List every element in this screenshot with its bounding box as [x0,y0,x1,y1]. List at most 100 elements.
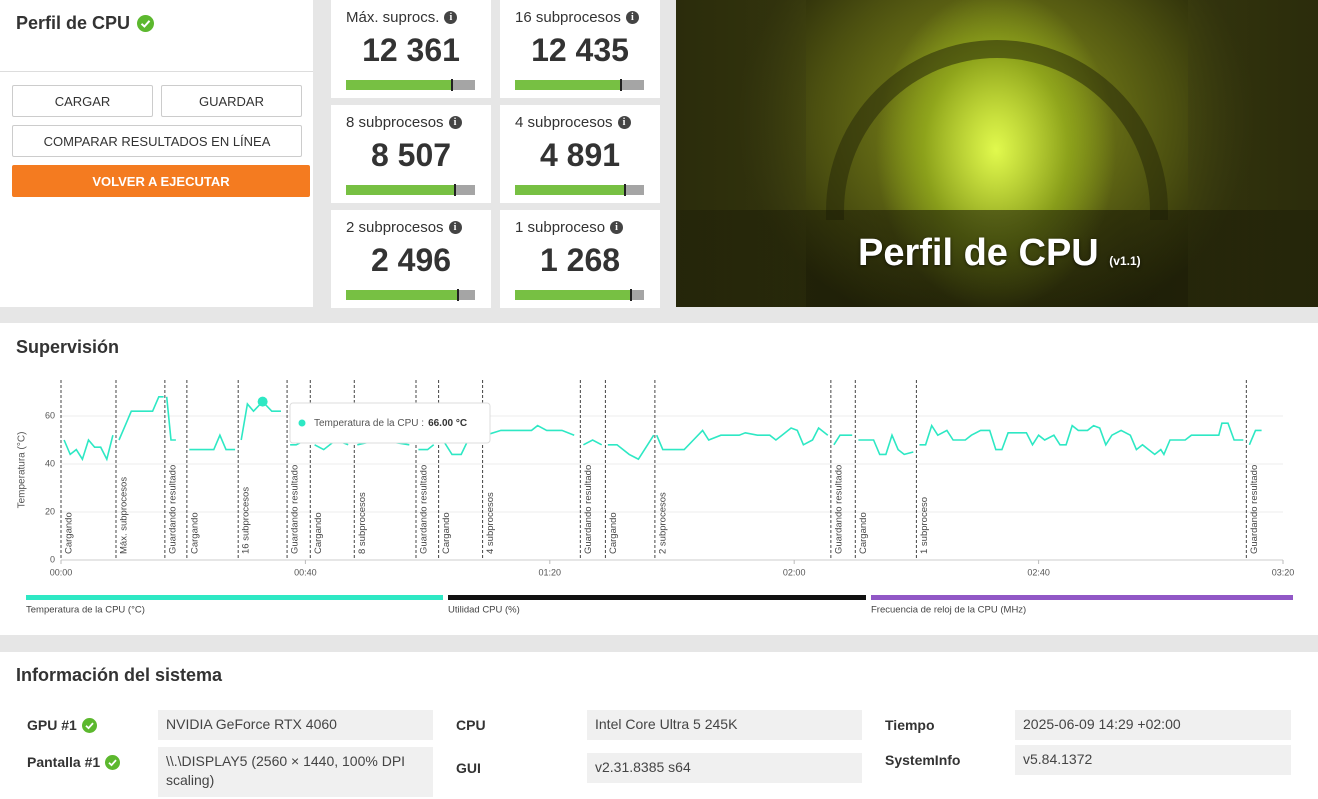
score-label-text: 2 subprocesos [346,219,444,236]
score-label-text: 1 subproceso [515,219,606,236]
panel-title: Perfil de CPU [16,13,131,33]
score-label: 1 subproceso i [515,219,624,236]
hover-point [257,396,268,407]
event-label: Cargando [313,512,324,554]
score-card: 8 subprocesos i 8 507 [331,105,491,203]
score-label: 8 subprocesos i [346,114,462,131]
hero-title-row: Perfil de CPU (v1.1) [858,232,1141,275]
x-tick-label: 03:20 [1272,567,1295,577]
event-label: Guardando resultado [833,465,844,554]
info-label: CPU [456,717,486,733]
score-value: 12 361 [362,32,460,68]
info-icon[interactable]: i [610,221,624,234]
compare-button[interactable]: COMPARAR RESULTADOS EN LÍNEA [12,125,302,157]
score-label: Máx. suprocs. i [346,9,458,26]
hero-version: (v1.1) [1109,254,1141,268]
score-label-text: Máx. suprocs. [346,9,440,26]
event-label: 16 subprocesos [241,487,252,554]
event-label: Cargando [858,512,869,554]
event-label: Máx. subprocesos [119,477,130,554]
score-value: 12 435 [531,32,629,68]
cpu-panel: Perfil de CPU CARGAR GUARDAR COMPARAR RE… [0,0,313,307]
info-value: v5.84.1372 [1015,745,1291,775]
series-line [63,396,1262,462]
score-bar [515,184,644,196]
check-icon [81,717,97,733]
info-value: v2.31.8385 s64 [587,753,862,783]
monitoring-panel: Supervisión Temperatura (°C) 0 20 40 60 00:0… [0,323,1318,635]
score-bar [346,184,475,196]
y-tick-label: 0 [50,554,55,564]
y-tick-label: 40 [45,458,55,468]
event-label: 8 subprocesos [357,492,368,554]
info-label: GUI [456,760,481,776]
legend-swatch [448,595,866,600]
x-tick-label: 02:40 [1027,567,1050,577]
tooltip-text: Temperatura de la CPU : 66.00 °C [314,418,467,429]
score-bar [346,79,475,91]
info-label: GPU #1 [27,717,97,733]
score-label-text: 8 subprocesos [346,114,444,131]
event-label: Cargando [64,512,75,554]
score-value: 8 507 [370,137,452,173]
info-label: Tiempo [885,717,935,733]
info-label-text: GPU #1 [27,717,77,733]
info-label: Pantalla #1 [27,754,121,770]
tooltip-swatch [298,419,306,427]
score-card: Máx. suprocs. i 12 361 [331,0,491,98]
x-tick-label: 00:40 [294,567,317,577]
check-icon [105,754,121,770]
info-label: SystemInfo [885,752,961,768]
x-tick-label: 02:00 [783,567,806,577]
score-value: 1 268 [539,242,621,278]
check-icon [137,15,155,32]
save-button[interactable]: GUARDAR [161,85,302,117]
event-label: 2 subprocesos [657,492,668,554]
event-label: Guardando resultado [1249,465,1260,554]
x-tick-label: 00:00 [50,567,73,577]
legend-label: Frecuencia de reloj de la CPU (MHz) [871,605,1026,616]
score-card: 16 subprocesos i 12 435 [500,0,660,98]
rerun-button[interactable]: VOLVER A EJECUTAR [12,165,310,197]
monitoring-chart: Temperatura (°C) 0 20 40 60 00:00 00:40 01:20 0… [17,380,1295,616]
legend-swatch [871,595,1293,600]
score-card: 4 subprocesos i 4 891 [500,105,660,203]
info-icon[interactable]: i [625,11,639,24]
event-label: Cargando [189,512,200,554]
y-tick-label: 20 [45,506,55,516]
tooltip-label: Temperatura de la CPU : [314,418,424,429]
event-label: Cargando [441,512,452,554]
event-label: Guardando resultado [290,465,301,554]
info-value: NVIDIA GeForce RTX 4060 [158,710,433,740]
score-value: 2 496 [370,242,452,278]
score-bar [515,289,644,301]
legend-swatch [26,595,443,600]
event-label: Guardando resultado [167,465,178,554]
event-label: 4 subprocesos [485,492,496,554]
load-button[interactable]: CARGAR [12,85,153,117]
system-info-panel: Información del sistema GPU #1 NVIDIA Ge… [0,652,1318,799]
info-icon[interactable]: i [448,221,462,234]
info-icon[interactable]: i [617,116,631,129]
info-icon[interactable]: i [444,11,458,24]
y-tick-label: 60 [45,410,55,420]
info-icon[interactable]: i [448,116,462,129]
info-value: Intel Core Ultra 5 245K [587,710,862,740]
event-label: 1 subproceso [919,497,930,554]
legend-label: Temperatura de la CPU (°C) [26,605,145,616]
divider [0,71,313,72]
score-card: 2 subprocesos i 2 496 [331,210,491,308]
score-card: 1 subproceso i 1 268 [500,210,660,308]
monitoring-title: Supervisión [16,337,120,357]
score-bar [346,289,475,301]
event-label: Guardando resultado [583,465,594,554]
score-label-text: 16 subprocesos [515,9,621,26]
system-info-title: Información del sistema [16,665,223,685]
info-value: 2025-06-09 14:29 +02:00 [1015,710,1291,740]
info-value: \\.\DISPLAY5 (2560 × 1440, 100% DPI scal… [158,747,433,797]
y-axis-label: Temperatura (°C) [17,432,28,509]
score-label: 2 subprocesos i [346,219,462,236]
panel-heading: Perfil de CPU [16,13,155,34]
score-label: 4 subprocesos i [515,114,631,131]
